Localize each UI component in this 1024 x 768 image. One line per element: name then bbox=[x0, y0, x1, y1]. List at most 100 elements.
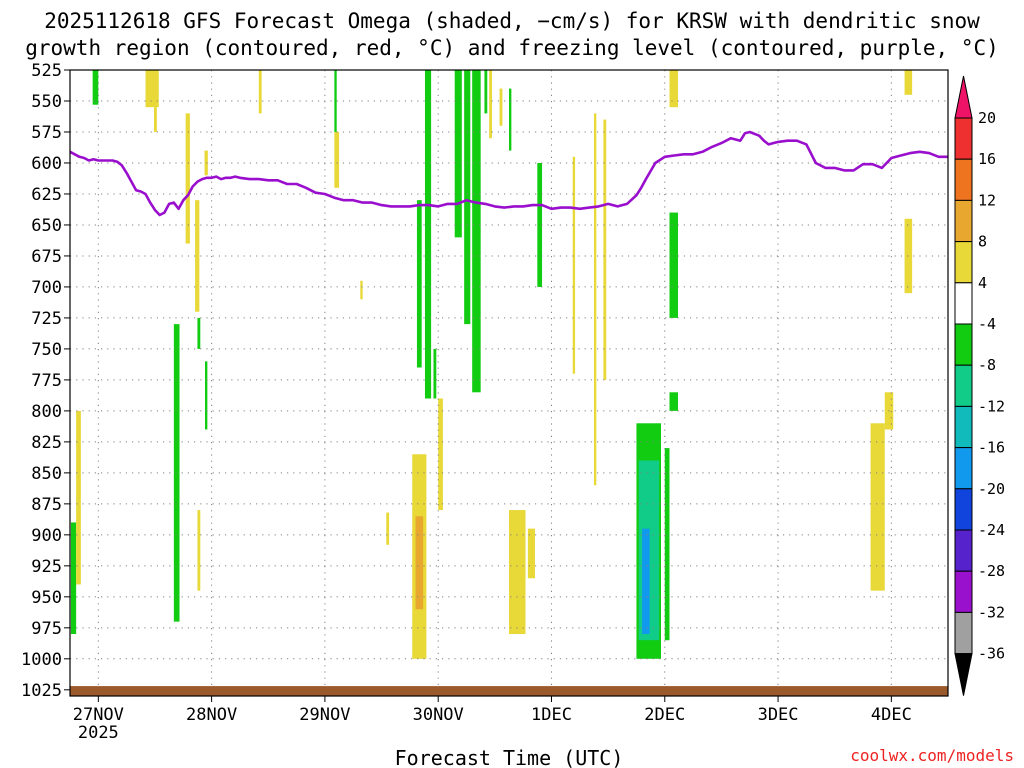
omega-cell-40 bbox=[669, 70, 678, 108]
omega-cell-32 bbox=[537, 162, 543, 287]
omega-cell-25 bbox=[472, 70, 481, 393]
omega-cell-10 bbox=[205, 361, 208, 430]
colorbar-label-16: 16 bbox=[978, 150, 996, 168]
omega-cell-31 bbox=[527, 528, 535, 579]
colorbar-swatch-3 bbox=[954, 199, 973, 243]
colorbar-swatch-10 bbox=[954, 488, 973, 531]
omega-cell-30 bbox=[509, 510, 526, 635]
omega-cell-46 bbox=[904, 218, 913, 294]
colorbar-label--36: -36 bbox=[978, 645, 1005, 663]
y-tick-925: 925 bbox=[31, 557, 62, 577]
y-tick-550: 550 bbox=[31, 92, 62, 112]
x-tick-year: 2025 bbox=[78, 723, 119, 743]
ground-layer bbox=[70, 686, 948, 696]
omega-cell-17 bbox=[416, 200, 422, 368]
omega-cell-4 bbox=[154, 107, 157, 132]
y-tick-1025: 1025 bbox=[21, 681, 62, 701]
omega-cell-14 bbox=[334, 131, 340, 188]
omega-cell-43 bbox=[870, 423, 885, 591]
colorbar-label--4: -4 bbox=[978, 315, 996, 333]
colorbar-swatch-1 bbox=[954, 117, 973, 160]
x-tick-1DEC: 1DEC bbox=[531, 705, 572, 725]
omega-cell-26 bbox=[484, 70, 488, 114]
omega-cell-15 bbox=[360, 280, 363, 300]
omega-cell-29 bbox=[509, 88, 512, 151]
omega-cell-0 bbox=[70, 522, 77, 635]
omega-cell-39 bbox=[664, 448, 670, 641]
colorbar-label-12: 12 bbox=[978, 191, 996, 209]
y-tick-750: 750 bbox=[31, 340, 62, 360]
omega-cell-6 bbox=[185, 113, 190, 244]
colorbar-label--24: -24 bbox=[978, 521, 1005, 539]
site-credit[interactable]: coolwx.com/models bbox=[850, 746, 1014, 765]
colorbar-swatch-9 bbox=[954, 447, 973, 490]
colorbar-legend: 20 16 12 8 4 -4 -8 -12 -16 -20 -24 -28 -32 -36 bbox=[954, 75, 1005, 696]
y-tick-700: 700 bbox=[31, 278, 62, 298]
colorbar-label--16: -16 bbox=[978, 439, 1005, 457]
chart-title: 2025112618 GFS Forecast Omega (shaded, −… bbox=[25, 9, 999, 60]
y-axis-pressure: 525 550 575 600 625 650 675 700 725 750 775 800 825 8… bbox=[21, 61, 70, 701]
x-axis-label: Forecast Time (UTC) bbox=[395, 746, 624, 768]
title-line-2: growth region (contoured, red, °C) and f… bbox=[25, 36, 999, 60]
omega-cell-21 bbox=[433, 348, 437, 399]
freezing-level-line bbox=[69, 130, 948, 217]
y-tick-950: 950 bbox=[31, 588, 62, 608]
omega-cell-35 bbox=[603, 119, 607, 380]
y-tick-575: 575 bbox=[31, 123, 62, 143]
y-tick-675: 675 bbox=[31, 247, 62, 267]
y-tick-850: 850 bbox=[31, 464, 62, 484]
omega-cell-38 bbox=[642, 528, 650, 635]
y-tick-625: 625 bbox=[31, 185, 62, 205]
colorbar-label--12: -12 bbox=[978, 397, 1005, 415]
colorbar-label-20: 20 bbox=[978, 109, 996, 127]
colorbar-swatch-13 bbox=[954, 611, 973, 655]
x-tick-29NOV: 29NOV bbox=[299, 705, 350, 725]
omega-cell-23 bbox=[454, 70, 462, 238]
y-tick-775: 775 bbox=[31, 371, 62, 391]
omega-cell-27 bbox=[489, 70, 493, 139]
omega-cell-13 bbox=[334, 70, 337, 132]
omega-cell-2 bbox=[92, 70, 99, 105]
y-tick-825: 825 bbox=[31, 433, 62, 453]
y-tick-900: 900 bbox=[31, 526, 62, 546]
x-tick-2DEC: 2DEC bbox=[644, 705, 685, 725]
colorbar-top-arrow bbox=[954, 75, 973, 119]
y-tick-975: 975 bbox=[31, 619, 62, 639]
colorbar-label-4: 4 bbox=[978, 274, 987, 292]
colorbar-label--28: -28 bbox=[978, 562, 1005, 580]
omega-cell-45 bbox=[904, 70, 913, 95]
x-tick-4DEC: 4DEC bbox=[871, 705, 912, 725]
omega-cell-7 bbox=[195, 200, 200, 312]
colorbar-swatch-5 bbox=[954, 282, 973, 325]
y-tick-600: 600 bbox=[31, 154, 62, 174]
omega-cell-34 bbox=[593, 113, 597, 486]
freezing-level-layer bbox=[69, 130, 948, 217]
y-tick-650: 650 bbox=[31, 216, 62, 236]
omega-cell-16 bbox=[386, 512, 390, 545]
omega-cell-33 bbox=[572, 156, 576, 374]
colorbar-swatch-2 bbox=[954, 158, 973, 201]
omega-cell-22 bbox=[438, 398, 443, 511]
colorbar-label-8: 8 bbox=[978, 233, 987, 251]
omega-cell-3 bbox=[145, 70, 159, 108]
omega-cell-12 bbox=[258, 70, 262, 114]
x-tick-27NOV: 27NOV bbox=[73, 705, 124, 725]
colorbar-bottom-arrow bbox=[954, 653, 973, 696]
colorbar-label--8: -8 bbox=[978, 356, 996, 374]
omega-cell-42 bbox=[669, 392, 678, 411]
colorbar-swatch-12 bbox=[954, 570, 973, 613]
x-tick-3DEC: 3DEC bbox=[758, 705, 799, 725]
omega-cell-24 bbox=[464, 70, 471, 325]
y-tick-725: 725 bbox=[31, 309, 62, 329]
omega-cell-9 bbox=[197, 510, 201, 591]
x-tick-28NOV: 28NOV bbox=[186, 705, 237, 725]
y-tick-1000: 1000 bbox=[21, 650, 62, 670]
omega-shading-layer bbox=[70, 70, 913, 659]
omega-cell-41 bbox=[669, 212, 678, 318]
colorbar-swatch-11 bbox=[954, 529, 973, 572]
omega-cell-20 bbox=[424, 70, 432, 399]
ground-surface bbox=[70, 686, 948, 696]
omega-cell-28 bbox=[499, 88, 503, 126]
omega-cell-11 bbox=[204, 150, 208, 176]
